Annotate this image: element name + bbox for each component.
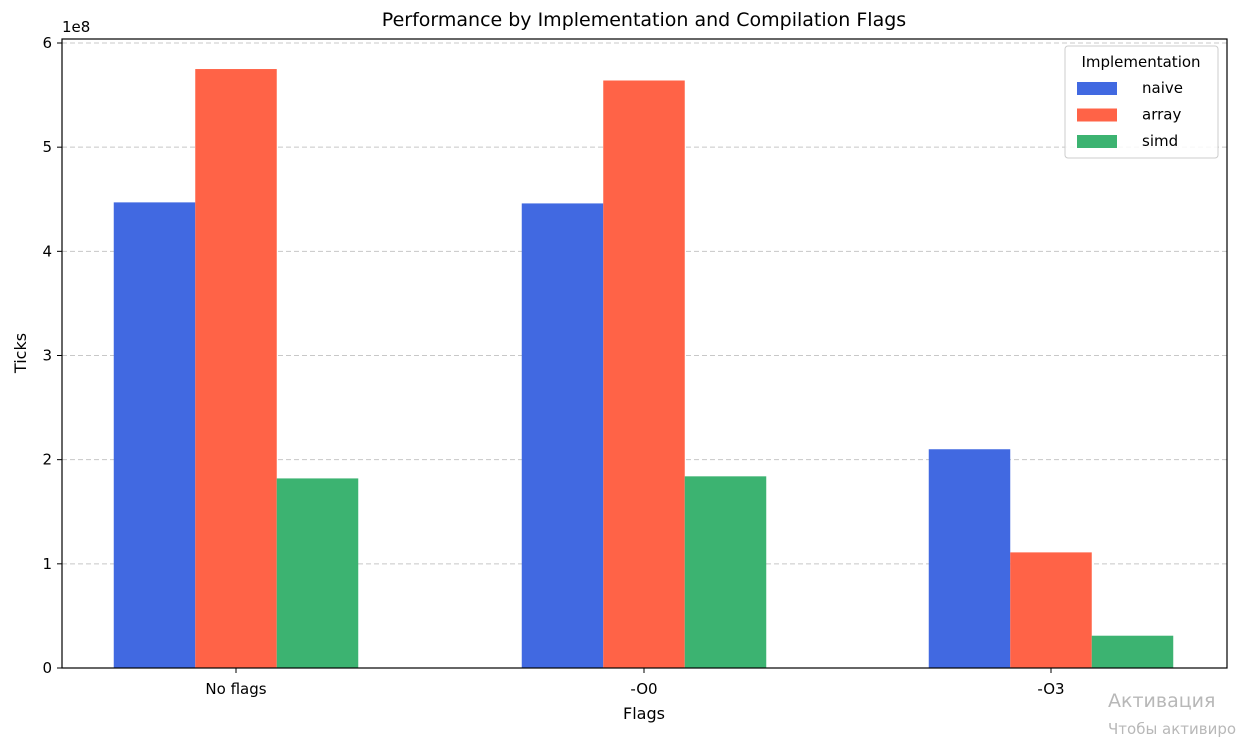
legend: Implementation naive array simd bbox=[1064, 45, 1219, 159]
activation-watermark-subtitle: Чтобы активиро bbox=[1108, 720, 1237, 738]
x-tick-label: -O3 bbox=[1037, 680, 1064, 698]
legend-items: naive array simd bbox=[1077, 79, 1183, 150]
bars bbox=[113, 69, 1174, 668]
chart-title: Performance by Implementation and Compil… bbox=[382, 9, 906, 31]
y-tick-label: 1 bbox=[42, 555, 52, 573]
bar-naive-2 bbox=[928, 449, 1011, 668]
y-tick-label: 3 bbox=[42, 347, 52, 365]
bar-simd-0 bbox=[276, 478, 359, 668]
legend-title: Implementation bbox=[1081, 53, 1200, 71]
y-axis-label: Ticks bbox=[11, 333, 30, 374]
bar-array-2 bbox=[1010, 552, 1092, 668]
legend-swatch-simd bbox=[1077, 135, 1117, 148]
x-axis-label: Flags bbox=[623, 704, 665, 723]
legend-box bbox=[1064, 45, 1219, 159]
bar-array-0 bbox=[195, 69, 277, 668]
bar-simd-2 bbox=[1091, 635, 1174, 668]
x-axis-ticks: No flags -O0 -O3 bbox=[205, 668, 1065, 698]
bar-naive-0 bbox=[113, 202, 196, 668]
x-tick-label: -O0 bbox=[630, 680, 657, 698]
y-tick-label: 0 bbox=[42, 659, 52, 677]
bar-naive-1 bbox=[521, 203, 604, 668]
y-tick-label: 5 bbox=[42, 138, 52, 156]
y-axis-ticks: 0 1 2 3 4 5 6 bbox=[42, 34, 62, 677]
legend-label-naive: naive bbox=[1142, 79, 1183, 97]
legend-swatch-naive bbox=[1077, 82, 1117, 95]
y-tick-label: 2 bbox=[42, 451, 52, 469]
bar-simd-1 bbox=[684, 476, 767, 668]
legend-label-array: array bbox=[1142, 106, 1181, 124]
bar-array-1 bbox=[603, 80, 685, 668]
legend-label-simd: simd bbox=[1142, 132, 1178, 150]
y-tick-label: 6 bbox=[42, 34, 52, 52]
legend-swatch-array bbox=[1077, 108, 1117, 122]
activation-watermark-title: Активация bbox=[1108, 690, 1216, 712]
y-axis-multiplier: 1e8 bbox=[62, 18, 90, 36]
y-tick-label: 4 bbox=[42, 242, 52, 260]
x-tick-label: No flags bbox=[205, 680, 266, 698]
